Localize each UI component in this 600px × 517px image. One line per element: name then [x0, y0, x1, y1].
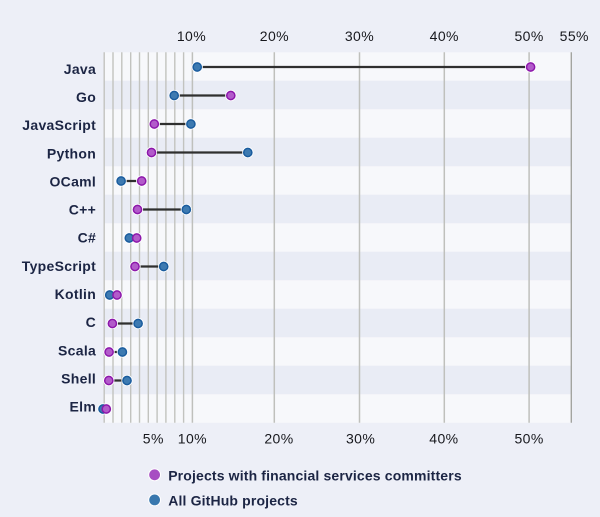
svg-text:TypeScript: TypeScript [22, 258, 96, 274]
svg-text:Projects with financial servic: Projects with financial services committ… [168, 467, 462, 483]
svg-text:All GitHub projects: All GitHub projects [168, 492, 298, 508]
svg-text:Java: Java [64, 61, 96, 77]
svg-text:C++: C++ [69, 202, 96, 218]
svg-text:30%: 30% [345, 28, 374, 44]
svg-text:C#: C# [78, 230, 97, 246]
svg-text:50%: 50% [514, 28, 543, 44]
svg-text:Kotlin: Kotlin [55, 286, 96, 302]
svg-text:Shell: Shell [61, 370, 96, 386]
svg-text:Go: Go [76, 89, 96, 105]
svg-text:20%: 20% [264, 431, 293, 447]
svg-text:10%: 10% [177, 28, 206, 44]
svg-text:50%: 50% [514, 431, 543, 447]
svg-text:40%: 40% [430, 28, 459, 44]
svg-text:Scala: Scala [58, 342, 96, 358]
svg-text:OCaml: OCaml [49, 174, 96, 190]
svg-text:40%: 40% [429, 431, 458, 447]
svg-text:Elm: Elm [70, 399, 97, 415]
svg-text:20%: 20% [260, 28, 289, 44]
svg-text:55%: 55% [560, 28, 589, 44]
svg-text:Python: Python [47, 145, 96, 161]
svg-text:5%: 5% [143, 431, 164, 447]
svg-text:10%: 10% [178, 431, 207, 447]
svg-text:C: C [86, 314, 96, 330]
svg-text:30%: 30% [346, 431, 375, 447]
svg-text:JavaScript: JavaScript [22, 117, 96, 133]
